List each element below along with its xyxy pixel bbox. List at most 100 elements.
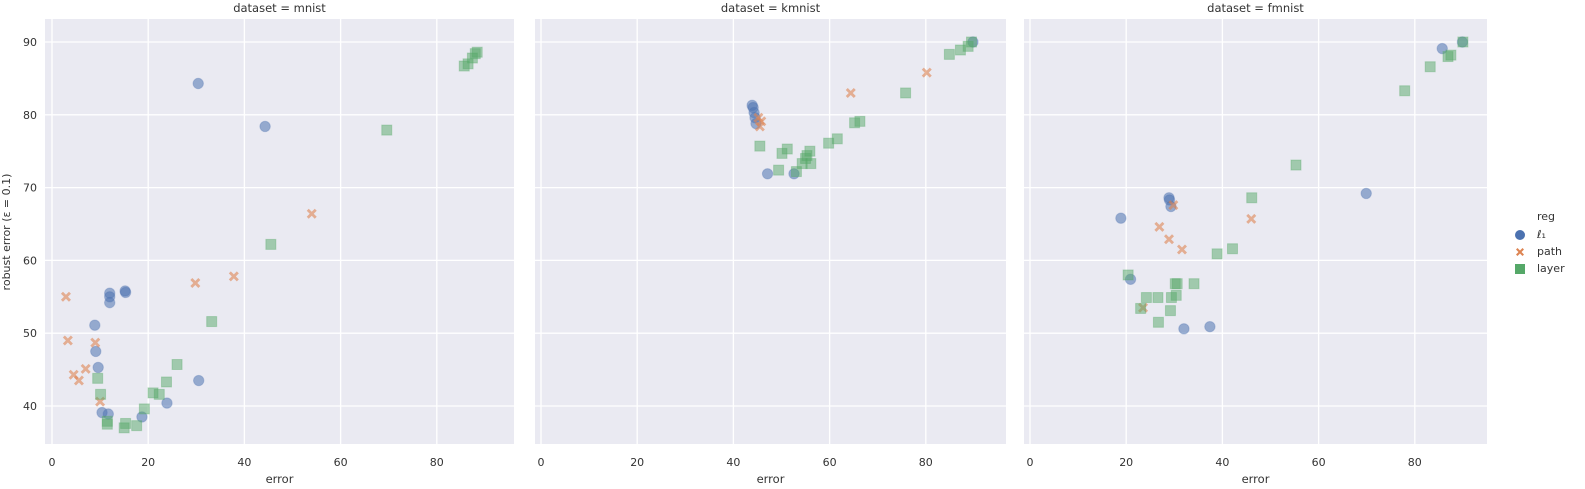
data-point-circle: [1204, 320, 1216, 333]
legend-entry-l1: ℓ₁: [1505, 226, 1565, 243]
plot-area: [1024, 19, 1487, 444]
legend-entry-path: path: [1505, 243, 1565, 260]
x-tick-label: 40: [726, 456, 740, 469]
data-point-x: [1164, 234, 1175, 245]
data-point-x: [228, 271, 239, 282]
x-tick-label: 60: [823, 456, 837, 469]
data-point-square: [1122, 269, 1134, 281]
x-tick-label: 60: [1312, 456, 1326, 469]
data-point-square: [776, 147, 788, 159]
y-axis-label: robust error (ε = 0.1): [0, 174, 13, 291]
data-point-square: [153, 388, 165, 400]
data-point-square: [118, 422, 130, 434]
x-tick-label: 0: [49, 456, 56, 469]
data-point-circle: [193, 374, 205, 387]
legend: reg ℓ₁ path layer: [1505, 210, 1565, 277]
facet-title: dataset = mnist: [233, 1, 326, 15]
facet-panel-0: 0 20 40 60 80 40 50 60 70 80 90 dataset = mnist erro…: [23, 1, 514, 486]
data-point-circle: [92, 361, 104, 374]
x-axis-label: error: [1242, 472, 1270, 486]
data-point-x: [90, 337, 101, 348]
x-marker-icon: [1513, 245, 1527, 259]
x-tick-label: 60: [334, 456, 348, 469]
facet-title: dataset = kmnist: [721, 1, 821, 15]
data-point-square: [381, 124, 393, 136]
y-tick-label: 50: [23, 327, 37, 340]
data-point-x: [60, 291, 71, 302]
data-point-square: [1152, 316, 1164, 328]
data-point-x: [845, 87, 856, 98]
data-point-x: [73, 375, 84, 386]
data-point-square: [954, 44, 966, 56]
x-tick-label: 40: [237, 456, 251, 469]
data-point-square: [1140, 292, 1152, 304]
data-point-square: [805, 158, 817, 170]
data-point-circle: [1115, 212, 1127, 224]
data-point-square: [1170, 289, 1182, 301]
data-point-square: [1457, 36, 1469, 48]
data-point-x: [306, 208, 317, 219]
data-point-circle: [119, 286, 132, 299]
legend-label: ℓ₁: [1537, 228, 1546, 241]
legend-entry-layer: layer: [1505, 260, 1565, 277]
data-point-square: [1211, 248, 1223, 260]
circle-marker-icon: [1513, 228, 1527, 242]
data-point-square: [790, 166, 802, 178]
data-point-circle: [1436, 42, 1448, 55]
legend-title: reg: [1537, 210, 1556, 223]
data-point-x: [62, 335, 73, 346]
data-point-square: [849, 117, 861, 129]
data-point-square: [1290, 159, 1302, 171]
data-point-circle: [161, 397, 173, 409]
data-point-x: [80, 363, 91, 374]
data-point-x: [1246, 213, 1257, 224]
data-point-square: [900, 87, 912, 99]
x-tick-label: 80: [430, 456, 444, 469]
data-point-square: [160, 376, 172, 388]
x-tick-label: 80: [919, 456, 933, 469]
x-tick-label: 20: [1119, 456, 1133, 469]
data-point-square: [206, 316, 218, 328]
data-point-square: [1227, 243, 1239, 255]
data-point-square: [265, 238, 277, 250]
data-point-square: [1399, 85, 1411, 97]
data-point-square: [823, 137, 835, 149]
data-point-square: [138, 403, 150, 415]
data-point-square: [943, 48, 955, 60]
data-point-square: [1188, 278, 1200, 290]
plot-area: [45, 19, 514, 444]
data-point-square: [1171, 278, 1183, 290]
data-point-square: [1164, 305, 1176, 317]
data-point-square: [101, 418, 113, 430]
data-point-square: [131, 420, 143, 432]
data-point-x: [754, 121, 765, 132]
data-point-square: [171, 359, 183, 371]
data-point-x: [190, 277, 201, 288]
x-tick-label: 20: [630, 456, 644, 469]
data-point-square: [1246, 192, 1258, 204]
data-point-square: [92, 372, 104, 384]
data-point-x: [1154, 221, 1165, 232]
data-point-circle: [1360, 187, 1372, 200]
data-point-circle: [1178, 323, 1190, 335]
data-point-square: [1135, 302, 1147, 314]
data-point-square: [1152, 292, 1164, 304]
data-point-square: [754, 140, 766, 152]
data-point-square: [95, 388, 107, 400]
data-point-circle: [259, 120, 271, 133]
y-tick-label: 80: [23, 109, 37, 122]
data-point-circle: [761, 168, 774, 180]
x-axis-label: error: [757, 472, 785, 486]
data-point-x: [1176, 244, 1187, 255]
x-tick-label: 20: [141, 456, 155, 469]
x-tick-label: 40: [1215, 456, 1229, 469]
facet-title: dataset = fmnist: [1207, 1, 1304, 15]
data-point-x: [1168, 200, 1179, 211]
y-tick-label: 60: [23, 254, 37, 267]
data-point-square: [458, 60, 470, 72]
data-point-circle: [89, 319, 101, 331]
data-point-square: [1424, 61, 1436, 73]
facet-panel-1: 0 20 40 60 80 dataset = kmnist error: [535, 1, 1006, 486]
legend-label: layer: [1537, 262, 1565, 275]
